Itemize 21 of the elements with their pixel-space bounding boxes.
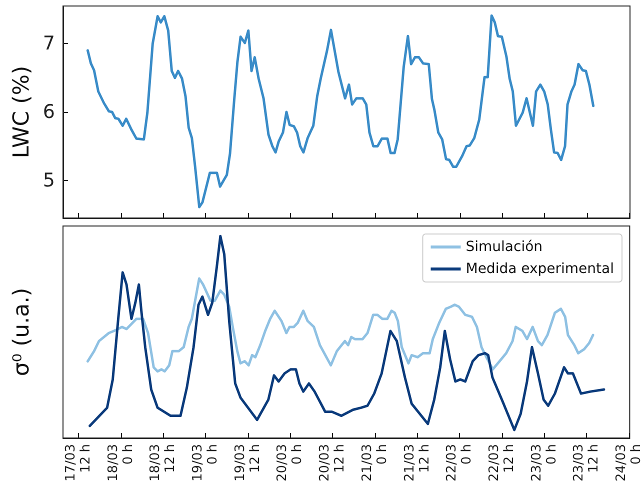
y-tick-label: 5 [42,169,55,192]
y-axis-title: LWC (%) [10,66,34,158]
x-tick-label: 21/03 12 h [402,444,432,482]
x-tick-label: 20/03 0 h [275,444,306,482]
y-axis-title: σ⁰ (u.a.) [10,288,34,376]
x-tick-label: 23/03 12 h [572,444,602,482]
y-tick-label: 6 [42,101,55,123]
x-tick-label: 23/03 0 h [529,444,560,482]
x-tick-label: 19/03 0 h [190,444,221,482]
x-tick-label: 22/03 12 h [486,444,517,482]
x-tick-label: 17/03 12 h [64,444,94,482]
y-tick-label: 7 [42,32,55,55]
legend-label: Simulación [466,239,543,255]
x-tick-label: 18/03 12 h [148,444,178,482]
x-tick-label: 24/03 0 h [614,444,644,482]
legend-label: Medida experimental [466,261,614,277]
x-tick-label: 19/03 12 h [232,444,263,482]
x-tick-label: 20/03 12 h [318,444,348,482]
x-tick-label: 22/03 0 h [444,444,475,482]
x-tick-label: 21/03 0 h [360,444,390,482]
x-tick-label: 18/03 0 h [106,444,136,482]
